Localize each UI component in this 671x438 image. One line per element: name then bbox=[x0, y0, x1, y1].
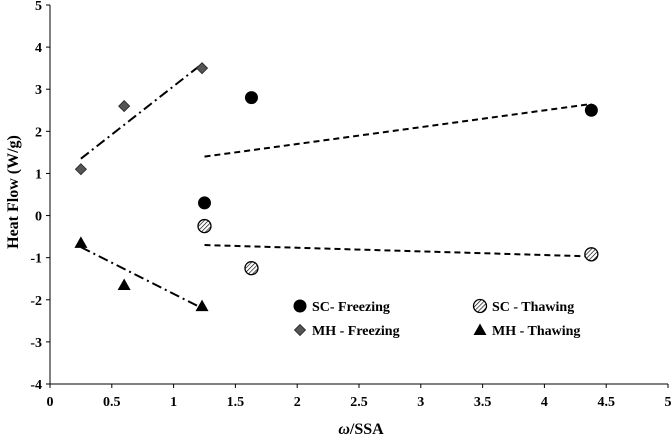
x-tick-label: 4.5 bbox=[597, 395, 615, 410]
legend-label: SC - Thawing bbox=[492, 300, 574, 315]
y-tick-label: -4 bbox=[30, 378, 42, 393]
trendline bbox=[204, 102, 592, 158]
legend-marker bbox=[472, 298, 488, 314]
y-tick-label: 0 bbox=[35, 210, 42, 225]
legend-marker bbox=[293, 299, 307, 313]
y-tick-label: -1 bbox=[30, 252, 42, 267]
data-point bbox=[74, 163, 87, 176]
y-tick-label: -3 bbox=[30, 336, 42, 351]
data-points bbox=[74, 62, 599, 312]
x-tick-label: 5 bbox=[665, 395, 671, 410]
x-tick-label: 1 bbox=[170, 395, 177, 410]
data-point bbox=[117, 278, 131, 291]
legend-label: SC- Freezing bbox=[312, 300, 390, 315]
data-point bbox=[584, 247, 599, 262]
x-tick-label: 2.5 bbox=[350, 395, 368, 410]
data-point bbox=[195, 62, 209, 75]
x-tick-label: 3 bbox=[417, 395, 424, 410]
y-tick-label: 5 bbox=[35, 0, 42, 14]
axes: 0 0.5 1 1.5 2 2.5 3 3.5 4 4.5 5 -4 -3 -2 -1 0 1 2 3 4 5 bbox=[30, 0, 671, 410]
data-point bbox=[244, 261, 259, 276]
y-axis-title: Heat Flow (W/g) bbox=[5, 135, 22, 249]
y-tick-label: 2 bbox=[35, 125, 42, 140]
data-point bbox=[244, 91, 258, 105]
x-tick-label: 4 bbox=[541, 395, 548, 410]
y-tick-label: 3 bbox=[35, 83, 42, 98]
data-point bbox=[584, 103, 598, 117]
x-axis-title: ω/SSA bbox=[338, 421, 384, 438]
data-point bbox=[74, 236, 88, 248]
legend: SC- Freezing SC - Thawing MH - Freezing MH … bbox=[293, 298, 580, 339]
data-point bbox=[197, 218, 212, 234]
data-point bbox=[198, 196, 211, 210]
trendlines bbox=[80, 63, 592, 310]
y-tick-label: 1 bbox=[35, 167, 42, 182]
legend-marker bbox=[293, 323, 307, 337]
legend-label: MH - Freezing bbox=[312, 324, 400, 339]
trendline bbox=[80, 63, 203, 160]
legend-label: MH - Thawing bbox=[492, 324, 580, 339]
x-tick-label: 2 bbox=[294, 395, 301, 410]
x-tick-label: 0 bbox=[47, 395, 54, 410]
x-tick-label: 0.5 bbox=[103, 395, 121, 410]
data-point bbox=[118, 100, 131, 113]
y-tick-label: 4 bbox=[35, 41, 42, 56]
x-tick-label: 1.5 bbox=[227, 395, 245, 410]
legend-marker bbox=[473, 323, 487, 335]
x-tick-label: 3.5 bbox=[474, 395, 492, 410]
data-point bbox=[195, 299, 209, 312]
trendline bbox=[80, 246, 203, 310]
y-tick-label: -2 bbox=[30, 294, 42, 309]
trendline bbox=[204, 244, 592, 258]
